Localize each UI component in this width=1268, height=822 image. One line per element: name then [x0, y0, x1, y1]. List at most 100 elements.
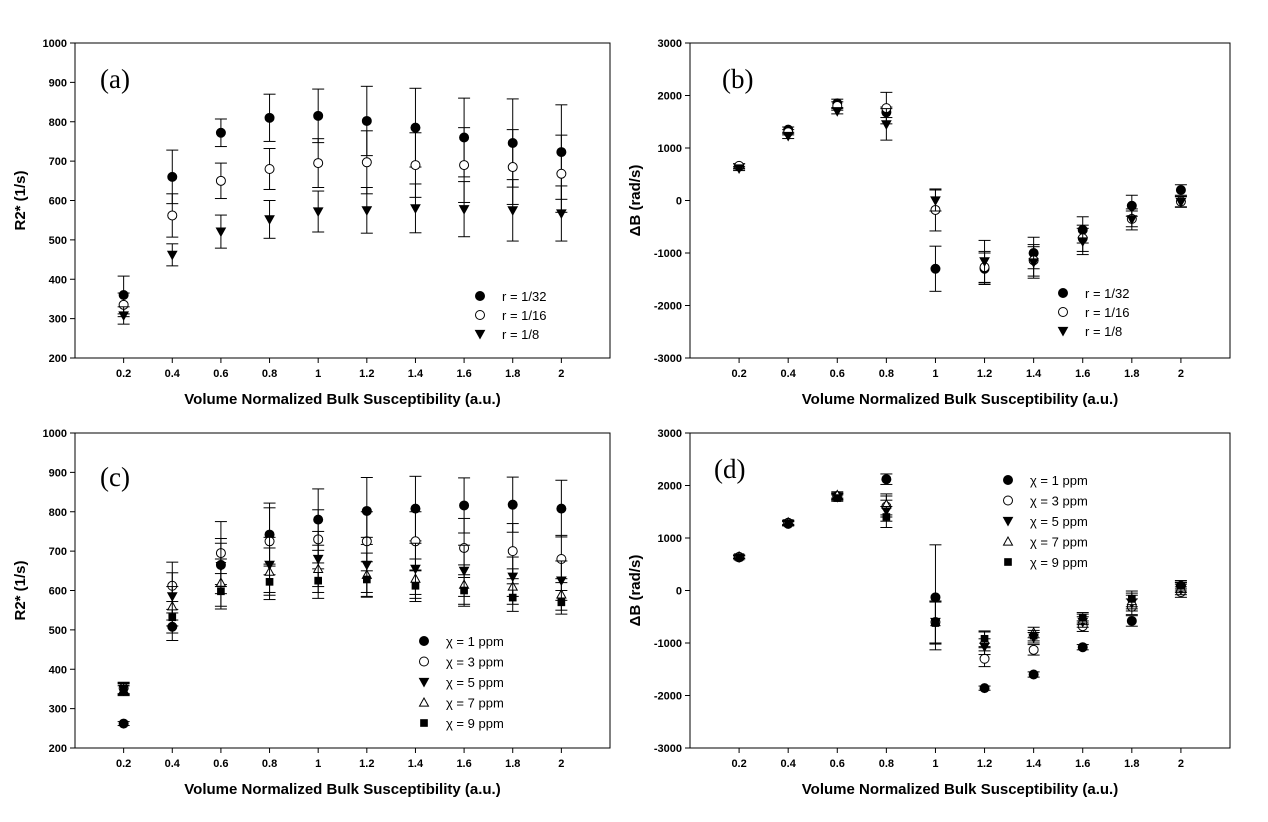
y-tick-label: 600 [49, 586, 67, 598]
x-tick-label: 0.2 [731, 368, 746, 380]
data-point [507, 206, 519, 216]
data-point [118, 718, 129, 729]
x-tick-label: 0.2 [116, 758, 131, 770]
data-point [556, 209, 567, 220]
legend-label: χ = 9 ppm [446, 716, 504, 731]
x-tick-label: 1.6 [1075, 758, 1090, 770]
plot-frame [74, 432, 611, 749]
data-point [931, 619, 940, 627]
y-tick-label: 2000 [658, 481, 682, 493]
x-tick-label: 0.6 [830, 758, 845, 770]
x-tick-label: 2 [558, 368, 564, 380]
x-tick-label: 0.4 [781, 368, 797, 380]
data-point [831, 107, 843, 117]
x-tick-label: 1.8 [505, 758, 520, 770]
y-tick-label: 600 [49, 196, 67, 208]
legend-label: χ = 1 ppm [446, 634, 504, 649]
x-tick-label: 1.4 [1026, 758, 1042, 770]
legend-marker [1003, 475, 1013, 485]
panel-label: (d) [714, 454, 745, 484]
data-point [1126, 215, 1138, 225]
legend-marker [1002, 535, 1014, 546]
data-point [882, 513, 891, 521]
data-point [459, 500, 470, 511]
y-tick-label: 200 [49, 743, 67, 755]
y-tick-label: 0 [676, 196, 682, 208]
y-tick-label: 1000 [658, 143, 682, 155]
x-tick-label: 0.2 [731, 758, 746, 770]
legend-marker [418, 677, 430, 688]
x-tick-label: 1.8 [1124, 368, 1139, 380]
x-tick-label: 1.6 [456, 368, 471, 380]
legend: r = 1/32 r = 1/16 r = 1/8 [1057, 286, 1129, 339]
data-point [979, 257, 990, 267]
x-tick-label: 0.8 [879, 758, 894, 770]
y-tick-label: -2000 [654, 301, 682, 313]
x-tick-label: 0.2 [116, 368, 131, 380]
y-tick-label: -2000 [654, 691, 682, 703]
y-tick-label: 400 [49, 274, 67, 286]
y-tick-label: 900 [49, 77, 67, 89]
data-point [217, 587, 225, 596]
legend: χ = 1 ppm χ = 3 ppm χ = 5 ppm χ = 7 ppm χ = … [418, 634, 504, 731]
legend-marker [475, 310, 485, 320]
data-point [264, 112, 275, 123]
data-point [557, 598, 566, 607]
data-point [119, 685, 128, 694]
x-tick-label: 1 [932, 368, 938, 380]
legend-label: r = 1/32 [502, 289, 546, 304]
data-point [167, 210, 178, 221]
plot-frame [689, 42, 1231, 359]
legend: χ = 1 ppm χ = 3 ppm χ = 5 ppm χ = 7 ppm χ = … [1002, 473, 1088, 570]
legend-marker [419, 656, 429, 667]
legend-label: r = 1/32 [1085, 286, 1129, 301]
data-point [980, 634, 989, 643]
panel-label: (c) [100, 462, 130, 492]
series-1 [733, 91, 1187, 284]
series-4 [117, 561, 568, 695]
series-0 [733, 473, 1187, 694]
y-tick-label: 300 [49, 314, 67, 326]
x-axis-title: Volume Normalized Bulk Susceptibility (a… [802, 391, 1118, 408]
data-point [508, 593, 517, 602]
y-tick-label: 400 [49, 664, 67, 676]
data-point [881, 474, 892, 485]
series-4 [733, 494, 1187, 648]
legend-marker [418, 696, 430, 707]
data-point [460, 586, 468, 595]
series-3 [733, 489, 1187, 649]
y-tick-label: 500 [49, 235, 67, 247]
x-tick-label: 0.6 [213, 368, 228, 380]
legend-marker [420, 719, 428, 727]
legend-marker [474, 329, 486, 340]
data-point [215, 227, 227, 238]
legend-label: χ = 7 ppm [446, 696, 504, 711]
data-point [1029, 631, 1038, 640]
data-point [507, 546, 518, 557]
data-point [979, 683, 990, 694]
data-point [507, 162, 518, 173]
x-tick-label: 0.4 [165, 758, 181, 770]
legend-label: χ = 3 ppm [1030, 494, 1088, 509]
legend-label: r = 1/16 [1085, 305, 1129, 320]
x-tick-label: 1.6 [1075, 368, 1090, 380]
data-point [410, 160, 421, 171]
data-point [1177, 581, 1185, 590]
y-tick-label: -3000 [654, 353, 682, 365]
data-point [735, 553, 743, 562]
data-point [784, 519, 793, 528]
legend-label: χ = 7 ppm [1030, 535, 1088, 550]
series-3 [117, 544, 568, 697]
data-point [166, 250, 178, 261]
x-tick-label: 0.6 [830, 368, 845, 380]
legend-marker [1058, 307, 1068, 317]
series-2 [733, 107, 1187, 283]
legend-marker [1057, 326, 1069, 337]
x-tick-label: 1.4 [408, 758, 424, 770]
x-tick-label: 1.2 [359, 368, 374, 380]
x-tick-label: 1 [932, 758, 938, 770]
x-axis-title: Volume Normalized Bulk Susceptibility (a… [184, 391, 500, 408]
data-point [410, 204, 421, 214]
x-tick-label: 1.2 [977, 368, 992, 380]
